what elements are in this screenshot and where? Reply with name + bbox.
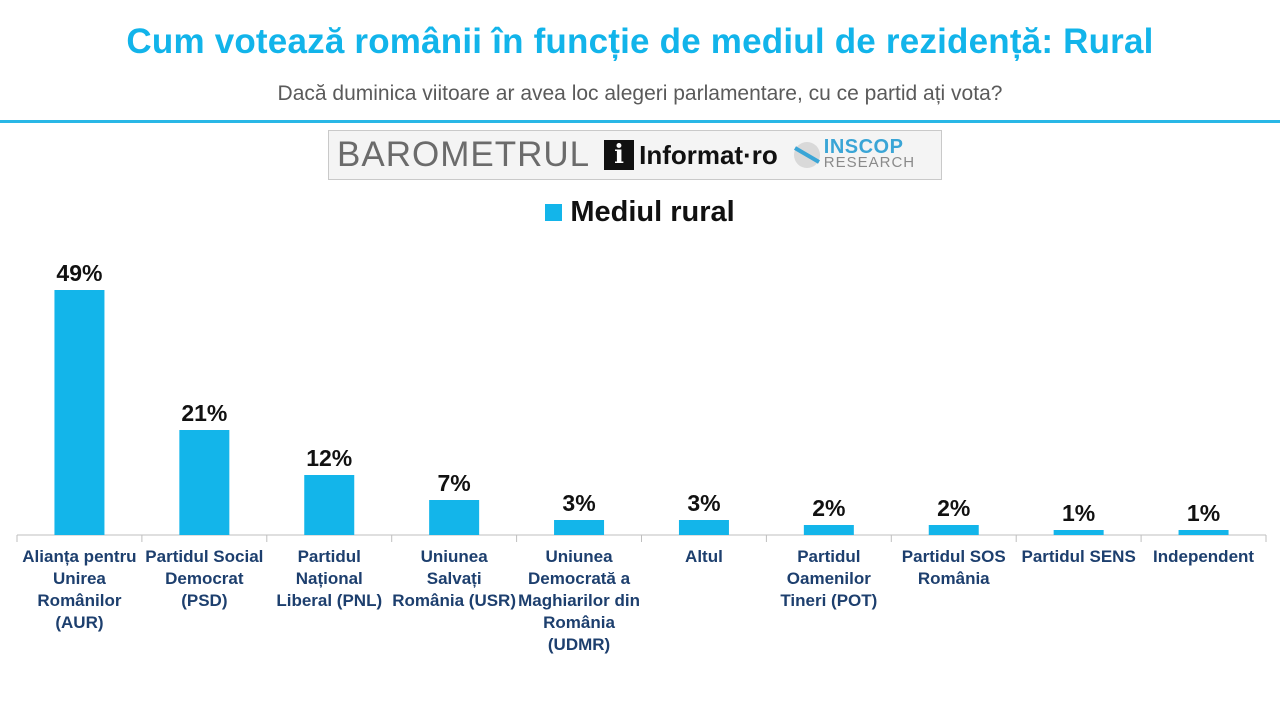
category-label: Uniunea Democrată a Maghiarilor din Româ… <box>518 547 640 654</box>
chart-legend: Mediul rural <box>0 196 1280 229</box>
page-title: Cum votează românii în funcție de mediul… <box>126 22 1154 61</box>
legend-label: Mediul rural <box>570 196 735 228</box>
category-label: Alianța pentru Unirea Românilor (AUR) <box>22 547 137 632</box>
category-label: Independent <box>1153 547 1255 566</box>
bar <box>179 430 230 535</box>
data-label: 2% <box>937 495 970 521</box>
data-label: 49% <box>56 260 102 286</box>
category-label: Partidul Național Liberal (PNL) <box>276 547 383 610</box>
informat-logo: i Informat·ro <box>604 140 778 171</box>
data-label: 2% <box>812 495 845 521</box>
category-label: Partidul Social Democrat (PSD) <box>145 547 264 610</box>
informat-icon: i <box>604 140 635 170</box>
bar <box>1178 530 1229 535</box>
inscop-icon <box>793 142 820 168</box>
category-label: Partidul Oamenilor Tineri (POT) <box>780 547 878 610</box>
page-subtitle: Dacă duminica viitoare ar avea loc alege… <box>277 82 1003 105</box>
category-label: Altul <box>685 547 723 566</box>
bar <box>928 525 979 535</box>
bar <box>554 520 605 535</box>
data-label: 1% <box>1062 500 1095 526</box>
category-label: Uniunea Salvați România (USR) <box>392 547 516 610</box>
bar <box>678 520 729 535</box>
data-label: 1% <box>1187 500 1220 526</box>
informat-logo-text: Informat·ro <box>639 139 778 170</box>
barometrul-logo: BAROMETRUL <box>337 135 591 174</box>
inscop-logo: INSCOP RESEARCH <box>792 136 916 171</box>
data-label: 12% <box>306 445 352 471</box>
category-label: Partidul SENS <box>1021 547 1136 566</box>
inscop-logo-subtext: RESEARCH <box>823 154 916 171</box>
logo-strip: BAROMETRUL i Informat·ro INSCOP RESEARCH <box>328 130 942 180</box>
data-label: 21% <box>181 400 227 426</box>
bar <box>429 500 480 535</box>
data-label: 3% <box>562 490 595 516</box>
bar <box>304 475 355 535</box>
inscop-logo-text: INSCOP <box>823 136 904 158</box>
header-divider <box>0 120 1280 123</box>
bar <box>54 290 105 535</box>
bar <box>803 525 854 535</box>
data-label: 7% <box>438 470 471 496</box>
category-label: Partidul SOS România <box>901 547 1006 588</box>
legend-swatch <box>545 204 563 221</box>
bar <box>1053 530 1104 535</box>
data-label: 3% <box>687 490 720 516</box>
